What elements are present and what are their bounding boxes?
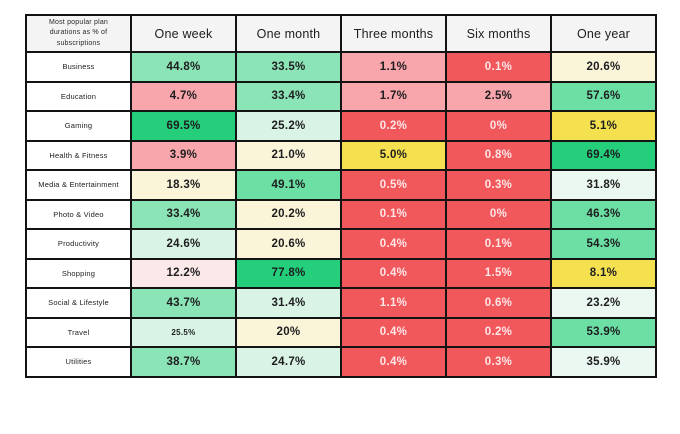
table-row: Health & Fitness 3.9% 21.0% 5.0% 0.8% 69.4% <box>25 139 657 171</box>
row-label: Business <box>25 51 132 83</box>
value-cell: 1.1% <box>340 51 447 83</box>
column-header-one-year: One year <box>550 14 657 53</box>
value-cell: 0% <box>445 198 552 230</box>
value-cell: 0.3% <box>445 346 552 378</box>
value-cell: 31.8% <box>550 169 657 201</box>
row-label: Social & Lifestyle <box>25 287 132 319</box>
value-cell: 0.3% <box>445 169 552 201</box>
value-cell: 0.1% <box>445 51 552 83</box>
value-cell: 8.1% <box>550 257 657 289</box>
value-cell: 24.6% <box>130 228 237 260</box>
row-label: Media & Entertainment <box>25 169 132 201</box>
table-header: Most popular plan durations as % of subs… <box>25 14 657 53</box>
value-cell: 43.7% <box>130 287 237 319</box>
value-cell: 5.0% <box>340 139 447 171</box>
value-cell: 1.5% <box>445 257 552 289</box>
value-cell: 24.7% <box>235 346 342 378</box>
value-cell: 0.2% <box>445 316 552 348</box>
value-cell: 25.5% <box>130 316 237 348</box>
value-cell: 0.5% <box>340 169 447 201</box>
value-cell: 0.1% <box>445 228 552 260</box>
value-cell: 49.1% <box>235 169 342 201</box>
value-cell: 20% <box>235 316 342 348</box>
value-cell: 20.6% <box>235 228 342 260</box>
value-cell: 44.8% <box>130 51 237 83</box>
table-row: Utilities 38.7% 24.7% 0.4% 0.3% 35.9% <box>25 346 657 378</box>
value-cell: 0.8% <box>445 139 552 171</box>
table-row: Travel 25.5% 20% 0.4% 0.2% 53.9% <box>25 316 657 348</box>
value-cell: 1.1% <box>340 287 447 319</box>
row-label: Health & Fitness <box>25 139 132 171</box>
row-label: Education <box>25 80 132 112</box>
column-header-one-week: One week <box>130 14 237 53</box>
table-row: Education 4.7% 33.4% 1.7% 2.5% 57.6% <box>25 80 657 112</box>
column-header-one-month: One month <box>235 14 342 53</box>
value-cell: 20.6% <box>550 51 657 83</box>
value-cell: 31.4% <box>235 287 342 319</box>
column-header-three-months: Three months <box>340 14 447 53</box>
value-cell: 33.5% <box>235 51 342 83</box>
table-row: Social & Lifestyle 43.7% 31.4% 1.1% 0.6% 23.2… <box>25 287 657 319</box>
row-label: Productivity <box>25 228 132 260</box>
value-cell: 77.8% <box>235 257 342 289</box>
table-row: Media & Entertainment 18.3% 49.1% 0.5% 0.3% 3… <box>25 169 657 201</box>
table-row: Photo & Video 33.4% 20.2% 0.1% 0% 46.3% <box>25 198 657 230</box>
value-cell: 46.3% <box>550 198 657 230</box>
value-cell: 0.6% <box>445 287 552 319</box>
value-cell: 2.5% <box>445 80 552 112</box>
value-cell: 54.3% <box>550 228 657 260</box>
row-label: Utilities <box>25 346 132 378</box>
value-cell: 25.2% <box>235 110 342 142</box>
table-row: Business 44.8% 33.5% 1.1% 0.1% 20.6% <box>25 51 657 83</box>
value-cell: 5.1% <box>550 110 657 142</box>
value-cell: 21.0% <box>235 139 342 171</box>
value-cell: 18.3% <box>130 169 237 201</box>
value-cell: 69.4% <box>550 139 657 171</box>
table-row: Gaming 69.5% 25.2% 0.2% 0% 5.1% <box>25 110 657 142</box>
value-cell: 0.4% <box>340 228 447 260</box>
value-cell: 53.9% <box>550 316 657 348</box>
row-label: Shopping <box>25 257 132 289</box>
value-cell: 0.4% <box>340 346 447 378</box>
value-cell: 0.4% <box>340 257 447 289</box>
header-row: Most popular plan durations as % of subs… <box>25 14 657 53</box>
value-cell: 4.7% <box>130 80 237 112</box>
table-row: Productivity 24.6% 20.6% 0.4% 0.1% 54.3% <box>25 228 657 260</box>
row-label: Photo & Video <box>25 198 132 230</box>
heatmap-table: Most popular plan durations as % of subs… <box>25 14 657 378</box>
plan-duration-heatmap: Most popular plan durations as % of subs… <box>25 14 657 378</box>
value-cell: 20.2% <box>235 198 342 230</box>
value-cell: 23.2% <box>550 287 657 319</box>
column-header-six-months: Six months <box>445 14 552 53</box>
value-cell: 0.1% <box>340 198 447 230</box>
value-cell: 1.7% <box>340 80 447 112</box>
value-cell: 0% <box>445 110 552 142</box>
value-cell: 0.2% <box>340 110 447 142</box>
value-cell: 0.4% <box>340 316 447 348</box>
corner-title: Most popular plan durations as % of subs… <box>25 14 132 53</box>
value-cell: 3.9% <box>130 139 237 171</box>
row-label: Travel <box>25 316 132 348</box>
table-row: Shopping 12.2% 77.8% 0.4% 1.5% 8.1% <box>25 257 657 289</box>
value-cell: 38.7% <box>130 346 237 378</box>
value-cell: 33.4% <box>235 80 342 112</box>
value-cell: 12.2% <box>130 257 237 289</box>
value-cell: 35.9% <box>550 346 657 378</box>
value-cell: 69.5% <box>130 110 237 142</box>
value-cell: 57.6% <box>550 80 657 112</box>
row-label: Gaming <box>25 110 132 142</box>
table-body: Business 44.8% 33.5% 1.1% 0.1% 20.6% Education… <box>25 51 657 378</box>
value-cell: 33.4% <box>130 198 237 230</box>
